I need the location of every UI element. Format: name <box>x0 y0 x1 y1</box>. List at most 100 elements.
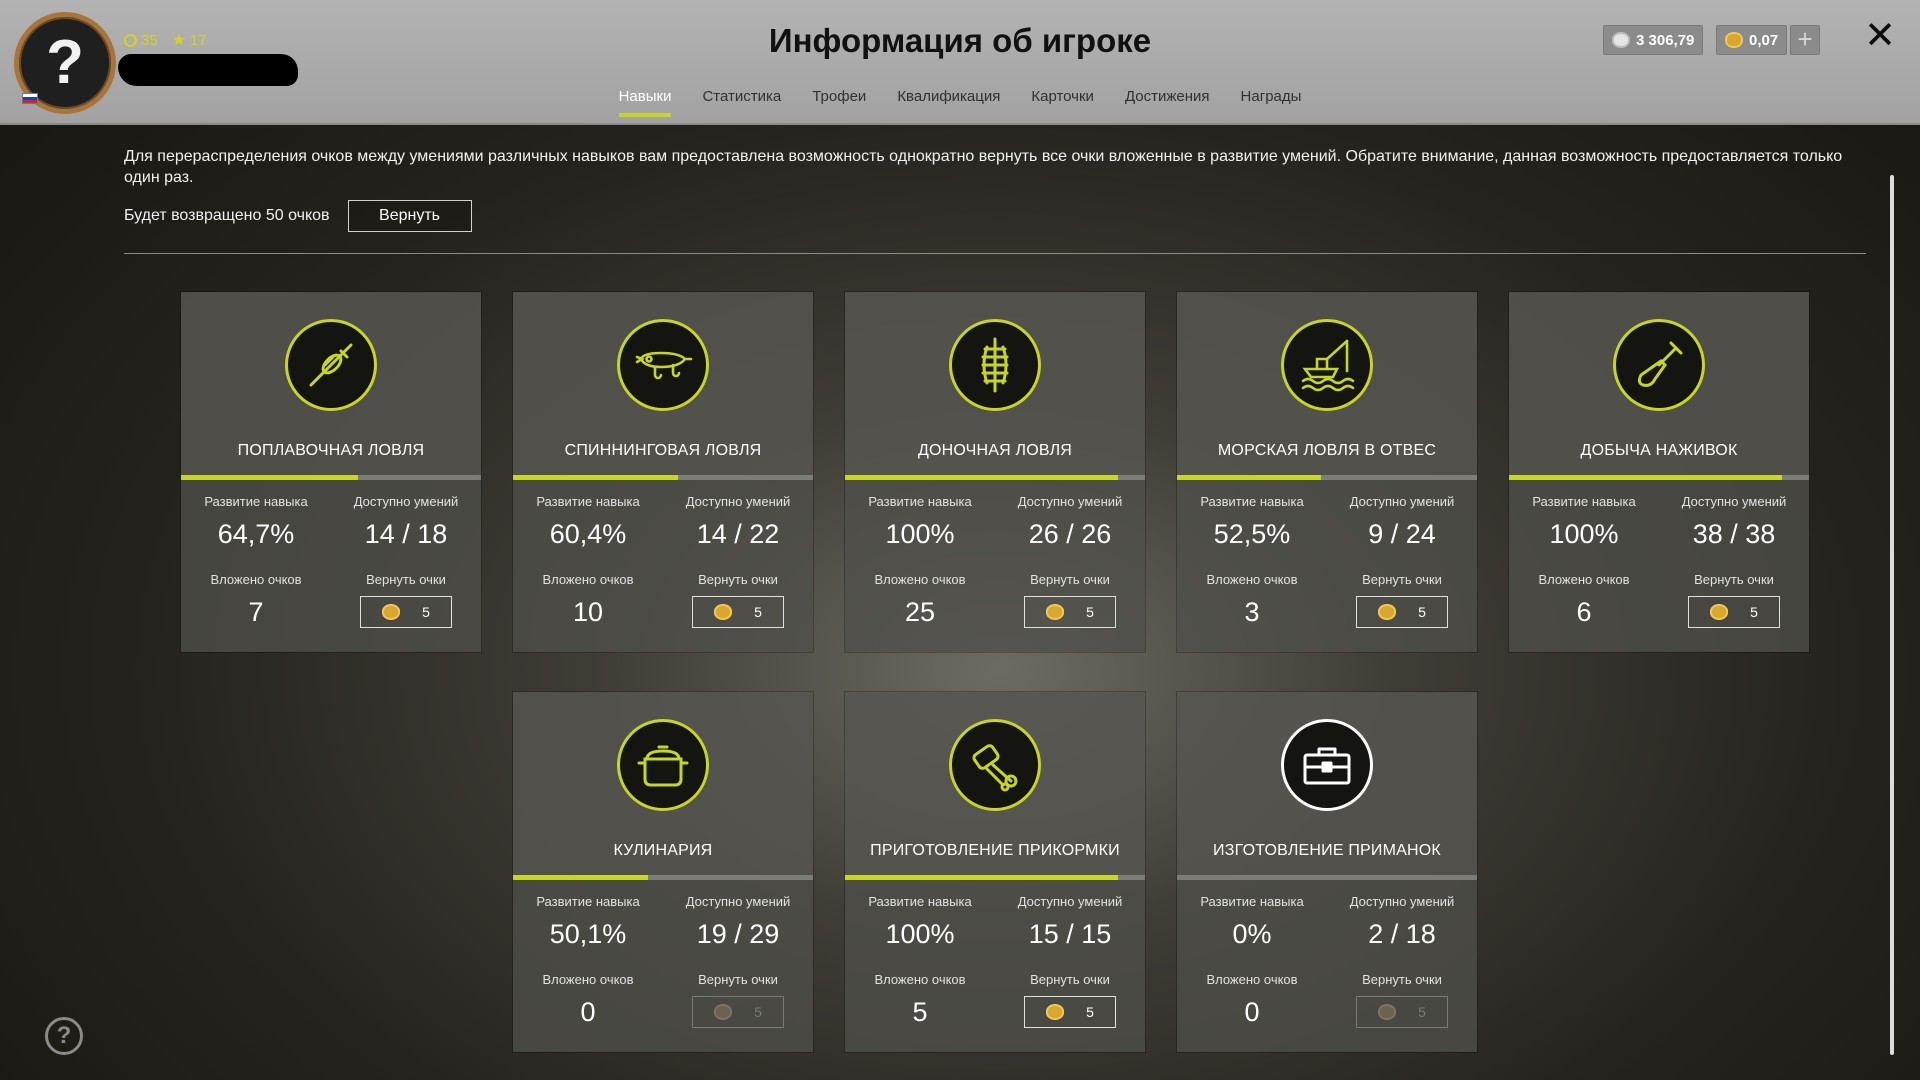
skill-development-label: Развитие навыка <box>536 494 640 509</box>
refund-cost: 5 <box>1750 604 1758 620</box>
mixer-icon <box>949 719 1041 811</box>
skill-development-value: 64,7% <box>217 519 295 549</box>
tab-rewards[interactable]: Награды <box>1240 88 1302 105</box>
skill-card[interactable]: ПРИГОТОВЛЕНИЕ ПРИКОРМКИ Развитие навыка … <box>845 692 1145 1052</box>
skill-invested-value: 3 <box>1244 597 1260 627</box>
skill-development: Развитие навыка 52,5% <box>1177 494 1327 572</box>
skill-invested: Вложено очков 0 <box>1177 972 1327 1050</box>
skill-available: Доступно умений 14 / 18 <box>331 494 481 572</box>
header: ? 35 ★ 17 Информация об игроке Навыки Ст… <box>0 0 1920 125</box>
scrollbar[interactable] <box>1890 175 1894 1055</box>
skill-available-label: Доступно умений <box>353 494 459 509</box>
skill-invested: Вложено очков 3 <box>1177 572 1327 650</box>
skill-invested-value: 10 <box>572 597 604 627</box>
skill-progress-bar <box>513 875 813 880</box>
skill-available-label: Доступно умений <box>1017 894 1123 909</box>
skill-available: Доступно умений 19 / 29 <box>663 894 813 972</box>
skill-invested-value: 25 <box>904 597 936 627</box>
skill-development: Развитие навыка 100% <box>845 494 995 572</box>
refund-points-button[interactable]: 5 <box>692 596 784 628</box>
skill-development: Развитие навыка 60,4% <box>513 494 663 572</box>
pot-icon <box>617 719 709 811</box>
skill-development-value: 100% <box>885 919 955 949</box>
skill-invested: Вложено очков 0 <box>513 972 663 1050</box>
tab-qualification[interactable]: Квалификация <box>897 88 1001 105</box>
refund-cost: 5 <box>1086 1004 1094 1020</box>
skill-refund-label: Вернуть очки <box>1362 972 1442 987</box>
refund-cost: 5 <box>754 604 762 620</box>
skill-progress-bar <box>1509 475 1809 480</box>
skill-card-header: ДОБЫЧА НАЖИВОК <box>1509 292 1809 475</box>
skill-progress-bar <box>1177 475 1477 480</box>
close-button[interactable]: ✕ <box>1864 15 1896 57</box>
skill-progress-fill <box>1177 475 1321 480</box>
skill-available-value: 38 / 38 <box>1692 519 1776 549</box>
skill-card[interactable]: КУЛИНАРИЯ Развитие навыка 50,1% Доступно… <box>513 692 813 1052</box>
skill-card-header: МОРСКАЯ ЛОВЛЯ В ОТВЕС <box>1177 292 1477 475</box>
skill-card[interactable]: МОРСКАЯ ЛОВЛЯ В ОТВЕС Развитие навыка 52… <box>1177 292 1477 652</box>
refund-points-button[interactable]: 5 <box>692 996 784 1028</box>
skill-invested-value: 0 <box>1244 997 1260 1027</box>
gold-coin-icon <box>714 604 733 620</box>
skill-invested-label: Вложено очков <box>1538 572 1630 587</box>
tab-cards[interactable]: Карточки <box>1031 88 1094 105</box>
skill-invested-label: Вложено очков <box>874 572 966 587</box>
refund-points-button[interactable]: 5 <box>1356 596 1448 628</box>
refund-points-button[interactable]: 5 <box>1688 596 1780 628</box>
tab-skills[interactable]: Навыки <box>618 88 671 117</box>
skill-progress-bar <box>513 475 813 480</box>
refund-points-button[interactable]: 5 <box>1024 996 1116 1028</box>
skill-refund-label: Вернуть очки <box>1694 572 1774 587</box>
level-indicator: 35 <box>124 32 158 49</box>
refund-cost: 5 <box>422 604 430 620</box>
add-currency-button[interactable]: + <box>1790 25 1820 55</box>
russia-flag-icon <box>22 93 38 104</box>
help-button[interactable]: ? <box>45 1017 83 1055</box>
skill-card-header: ПРИГОТОВЛЕНИЕ ПРИКОРМКИ <box>845 692 1145 875</box>
skill-card[interactable]: ДОНОЧНАЯ ЛОВЛЯ Развитие навыка 100% Дост… <box>845 292 1145 652</box>
skill-refund-label: Вернуть очки <box>698 972 778 987</box>
skill-refund-label: Вернуть очки <box>1030 972 1110 987</box>
gold-balance: 0,07 <box>1716 25 1788 55</box>
skill-invested-label: Вложено очков <box>1206 972 1298 987</box>
skill-title: МОРСКАЯ ЛОВЛЯ В ОТВЕС <box>1217 442 1437 459</box>
refund-all-button[interactable]: Вернуть <box>347 200 472 232</box>
skill-invested: Вложено очков 7 <box>181 572 331 650</box>
skill-invested: Вложено очков 10 <box>513 572 663 650</box>
gold-coin-icon <box>1378 1004 1397 1020</box>
toolbox-icon <box>1281 719 1373 811</box>
skill-card[interactable]: ИЗГОТОВЛЕНИЕ ПРИМАНОК Развитие навыка 0%… <box>1177 692 1477 1052</box>
skill-development-label: Развитие навыка <box>868 894 972 909</box>
skill-available: Доступно умений 38 / 38 <box>1659 494 1809 572</box>
refund-points-button[interactable]: 5 <box>1024 596 1116 628</box>
skill-card-header: СПИННИНГОВАЯ ЛОВЛЯ <box>513 292 813 475</box>
skill-refund: Вернуть очки 5 <box>663 572 813 650</box>
skill-card[interactable]: ПОПЛАВОЧНАЯ ЛОВЛЯ Развитие навыка 64,7% … <box>181 292 481 652</box>
skill-title: ДОБЫЧА НАЖИВОК <box>1580 442 1738 459</box>
skill-card[interactable]: ДОБЫЧА НАЖИВОК Развитие навыка 100% Дост… <box>1509 292 1809 652</box>
skill-development-value: 100% <box>1549 519 1619 549</box>
tab-trophies[interactable]: Трофеи <box>812 88 867 105</box>
skill-available: Доступно умений 26 / 26 <box>995 494 1145 572</box>
skill-available-label: Доступно умений <box>685 494 791 509</box>
skill-refund: Вернуть очки 5 <box>663 972 813 1050</box>
skill-development-label: Развитие навыка <box>868 494 972 509</box>
tab-statistics[interactable]: Статистика <box>702 88 782 105</box>
lure-icon <box>617 319 709 411</box>
skill-invested: Вложено очков 6 <box>1509 572 1659 650</box>
skill-card[interactable]: СПИННИНГОВАЯ ЛОВЛЯ Развитие навыка 60,4%… <box>513 292 813 652</box>
skill-card-header: ДОНОЧНАЯ ЛОВЛЯ <box>845 292 1145 475</box>
page-title: Информация об игроке <box>768 22 1152 59</box>
gold-coin-icon <box>382 604 401 620</box>
skill-invested-value: 0 <box>580 997 596 1027</box>
feeder-icon <box>949 319 1041 411</box>
refund-points-button[interactable]: 5 <box>1356 996 1448 1028</box>
skill-refund-label: Вернуть очки <box>366 572 446 587</box>
skill-development-label: Развитие навыка <box>204 494 308 509</box>
refund-points-button[interactable]: 5 <box>360 596 452 628</box>
skill-invested: Вложено очков 5 <box>845 972 995 1050</box>
skill-progress-fill <box>513 875 648 880</box>
skill-progress-bar <box>845 875 1145 880</box>
skill-available-label: Доступно умений <box>1349 494 1455 509</box>
tab-achievements[interactable]: Достижения <box>1124 88 1210 105</box>
